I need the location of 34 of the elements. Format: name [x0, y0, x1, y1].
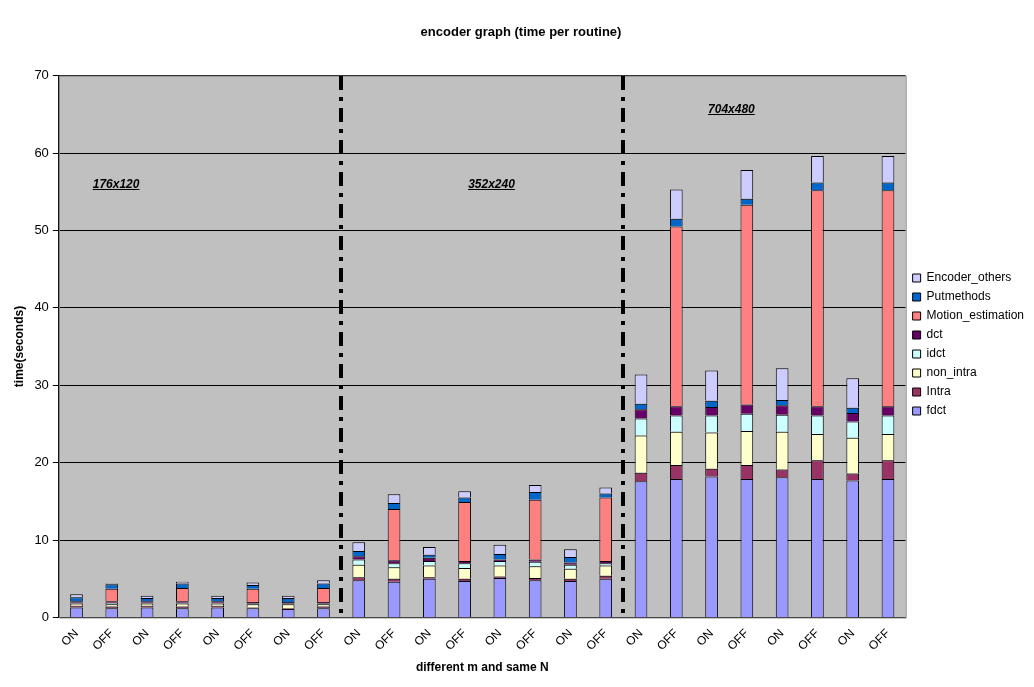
- x-tick-label: ON: [270, 626, 293, 649]
- chart-title: encoder graph (time per routine): [420, 24, 622, 40]
- y-tick-label: 20: [34, 454, 49, 470]
- x-tick-label: ON: [693, 626, 717, 649]
- legend-label: Motion_estimation: [926, 308, 1025, 323]
- x-tick-label: ON: [622, 626, 646, 649]
- x-tick-label: ON: [552, 626, 575, 649]
- x-tick-label: ON: [58, 626, 81, 649]
- x-tick-label: ON: [199, 626, 223, 649]
- legend-label: dct: [926, 327, 944, 342]
- y-tick-label: 60: [34, 144, 49, 160]
- x-tick-label: ON: [411, 626, 434, 649]
- y-tick-label: 30: [34, 376, 49, 392]
- legend-label: Intra: [926, 384, 951, 399]
- x-axis-title: different m and same N: [415, 660, 549, 675]
- legend-label: fdct: [926, 403, 947, 418]
- x-tick-label: ON: [340, 626, 364, 649]
- legend-label: Encoder_others: [926, 270, 1012, 285]
- legend-label: idct: [926, 346, 946, 361]
- annotation: 704x480: [708, 101, 755, 116]
- x-tick-label: ON: [128, 626, 152, 649]
- x-tick-label: ON: [481, 626, 505, 649]
- x-tick-label: ON: [834, 626, 858, 649]
- y-axis-title: time(seconds): [11, 305, 26, 388]
- legend-label: Putmethods: [926, 289, 991, 304]
- x-tick-label: ON: [763, 626, 787, 649]
- y-tick-label: 40: [34, 299, 49, 315]
- y-tick-label: 10: [34, 531, 49, 547]
- y-tick-label: 70: [34, 67, 49, 83]
- annotation: 352x240: [468, 177, 515, 192]
- y-tick-label: 0: [41, 609, 49, 625]
- annotation: 176x120: [92, 177, 140, 192]
- y-tick-label: 50: [34, 221, 49, 237]
- legend-label: non_intra: [926, 365, 977, 380]
